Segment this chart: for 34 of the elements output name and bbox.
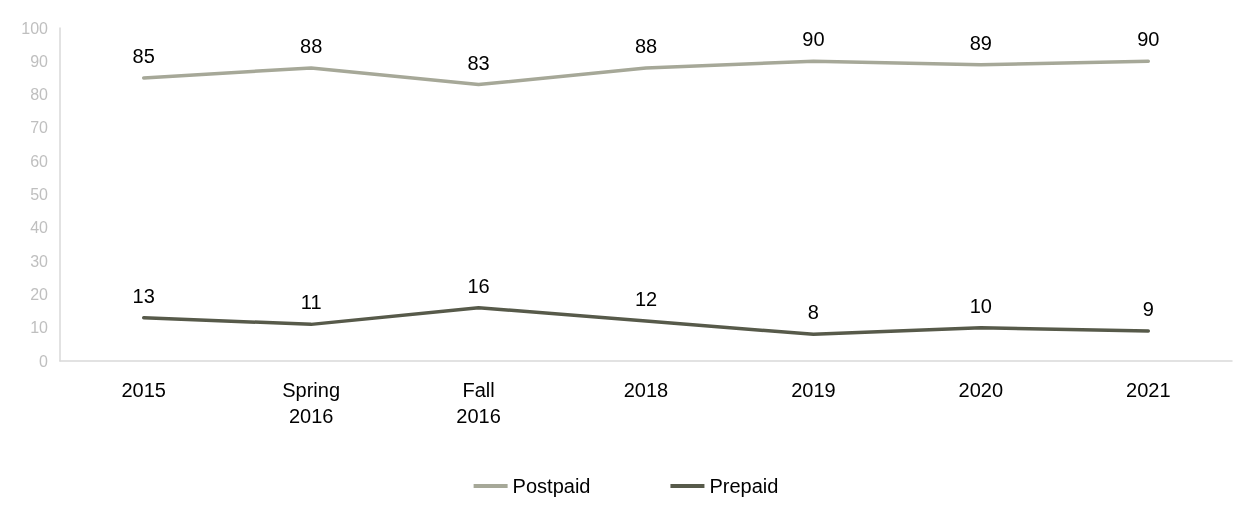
y-tick-label: 10 (30, 319, 49, 337)
data-label: 13 (132, 284, 155, 307)
data-label: 90 (802, 28, 825, 51)
y-tick-label: 70 (30, 119, 49, 137)
data-label: 10 (969, 294, 992, 317)
x-tick-label: Fall 2016 (456, 379, 501, 427)
data-label: 88 (300, 34, 323, 57)
y-tick-label: 90 (30, 52, 49, 70)
x-tick-label: Spring 2016 (282, 379, 341, 427)
data-label: 9 (1142, 298, 1154, 321)
y-tick-label: 0 (39, 352, 49, 370)
data-label: 8 (807, 301, 819, 324)
y-tick-label: 100 (21, 19, 49, 37)
legend-label: Postpaid (512, 475, 591, 497)
data-label: 89 (969, 31, 992, 54)
data-label: 88 (634, 34, 658, 57)
data-label: 83 (467, 51, 490, 74)
y-tick-label: 20 (30, 285, 49, 303)
y-tick-label: 40 (30, 219, 49, 237)
data-label: 85 (132, 44, 155, 67)
y-tick-label: 30 (30, 252, 49, 270)
x-tick-label: 2019 (791, 379, 836, 401)
y-tick-label: 80 (30, 86, 49, 104)
x-tick-label: 2020 (958, 379, 1004, 401)
y-tick-label: 50 (30, 186, 49, 203)
x-tick-label: 2021 (1126, 379, 1171, 401)
y-tick-label: 60 (30, 152, 49, 170)
data-label: 90 (1137, 28, 1160, 51)
data-label: 11 (300, 291, 322, 314)
data-label: 12 (634, 288, 658, 311)
x-tick-label: 2018 (623, 379, 669, 401)
x-tick-label: 2015 (121, 379, 166, 401)
data-label: 16 (467, 274, 490, 297)
legend-label: Prepaid (709, 475, 779, 497)
